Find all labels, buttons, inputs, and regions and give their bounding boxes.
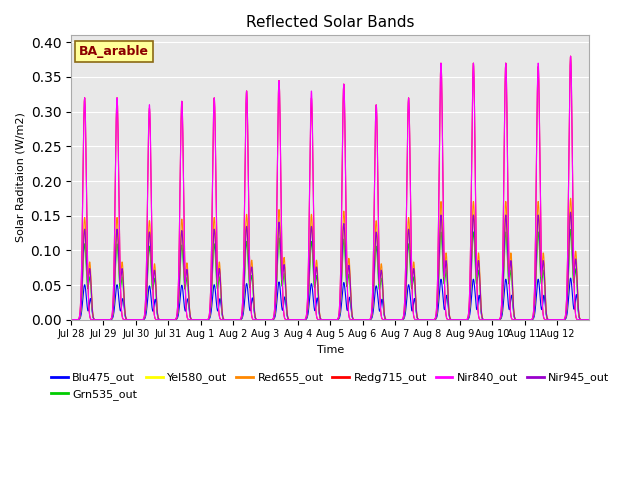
- Title: Reflected Solar Bands: Reflected Solar Bands: [246, 15, 415, 30]
- Y-axis label: Solar Raditaion (W/m2): Solar Raditaion (W/m2): [15, 113, 25, 242]
- Legend: Blu475_out, Grn535_out, Yel580_out, Red655_out, Redg715_out, Nir840_out, Nir945_: Blu475_out, Grn535_out, Yel580_out, Red6…: [47, 368, 614, 404]
- Text: BA_arable: BA_arable: [79, 45, 149, 58]
- X-axis label: Time: Time: [317, 345, 344, 355]
